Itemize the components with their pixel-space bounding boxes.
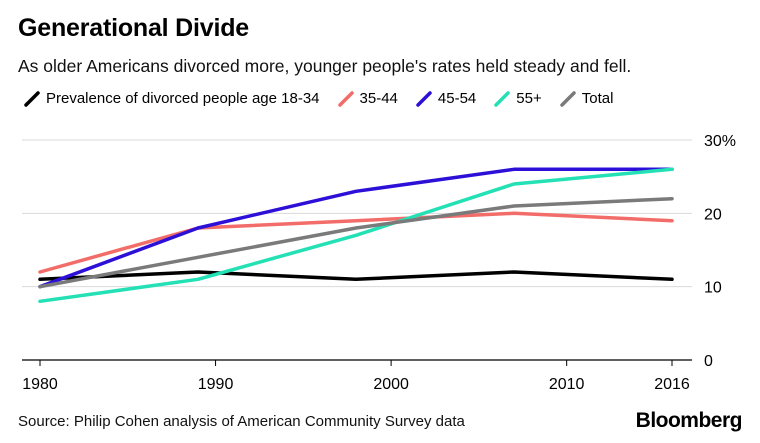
legend-swatch-icon <box>24 90 40 107</box>
series-line-1 <box>38 211 674 274</box>
legend-swatch-icon <box>337 90 354 107</box>
x-tick-label: 2010 <box>549 376 585 393</box>
gridlines <box>22 139 692 361</box>
legend-label: 55+ <box>516 90 542 107</box>
series-line-0 <box>38 270 674 282</box>
series-line-3 <box>38 167 674 304</box>
series-line-2 <box>38 167 674 289</box>
series-lines <box>38 167 674 304</box>
legend-swatch-icon <box>416 90 432 107</box>
legend-label: 45-54 <box>437 90 477 107</box>
legend-item: 45-54 <box>416 90 476 107</box>
chart-title: Generational Divide <box>18 14 249 42</box>
chart-subtitle: As older Americans divorced more, younge… <box>18 56 632 76</box>
x-tick-label: 1980 <box>22 376 58 393</box>
legend: Prevalence of divorced people age 18-34 3… <box>24 90 631 107</box>
legend-swatch-icon <box>494 90 511 107</box>
source-note: Source: Philip Cohen analysis of America… <box>18 413 465 430</box>
y-tick-label: 10 <box>704 280 722 297</box>
x-tick-label: 2000 <box>373 376 409 393</box>
x-axis: 1980 1990 2000 2010 2016 <box>22 360 690 393</box>
series-line-4 <box>38 196 674 289</box>
y-tick-label: 0 <box>704 353 713 370</box>
legend-label: Total <box>581 90 614 107</box>
y-tick-label: 20 <box>704 206 722 223</box>
legend-item: Total <box>559 90 614 107</box>
legend-item: Prevalence of divorced people age 18-34 <box>24 90 320 107</box>
bloomberg-logo: Bloomberg <box>635 409 743 432</box>
y-tick-label: 30% <box>704 133 736 150</box>
x-tick-label: 1990 <box>198 376 234 393</box>
y-tick-labels: 0 10 20 30% <box>704 133 736 370</box>
legend-item: 55+ <box>494 90 542 107</box>
legend-label: Prevalence of divorced people age 18-34 <box>46 90 320 107</box>
legend-label: 35-44 <box>359 90 398 107</box>
legend-swatch-icon <box>559 90 576 107</box>
x-tick-label: 2016 <box>654 376 690 393</box>
legend-item: 35-44 <box>337 90 398 107</box>
